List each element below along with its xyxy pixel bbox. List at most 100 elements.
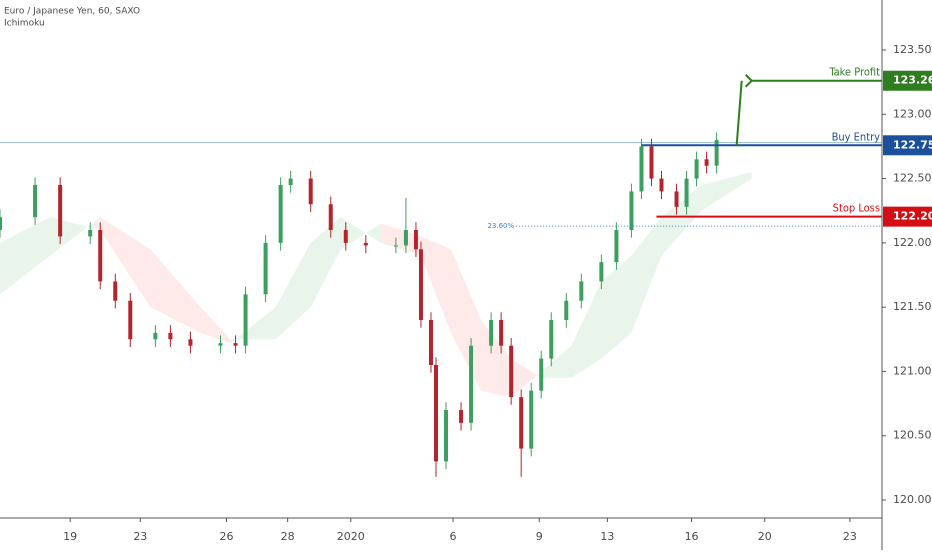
candle-body: [564, 300, 569, 321]
fib-label: 23.60%: [487, 222, 514, 230]
candle-body: [433, 365, 438, 462]
x-tick-label: 19: [63, 530, 77, 543]
candle-body: [113, 281, 118, 301]
price-tag: [883, 206, 932, 227]
price-tag: [883, 135, 932, 156]
candle-body: [428, 320, 433, 366]
candle-body: [509, 345, 514, 398]
candle-body: [188, 339, 193, 346]
x-tick-label: 16: [685, 530, 699, 543]
candle-body: [539, 358, 544, 391]
price-tag-label: 122.759: [893, 138, 932, 151]
arrow: [735, 80, 743, 146]
x-tick-label: 9: [536, 530, 543, 543]
x-tick-label: 26: [220, 530, 234, 543]
candle-body: [218, 343, 223, 346]
candle-body: [128, 300, 133, 340]
candle-body: [674, 191, 679, 207]
ichimoku-cloud: [451, 249, 482, 391]
candle-body: [308, 178, 313, 205]
ichimoku-cloud: [661, 185, 702, 256]
candle-body: [328, 204, 333, 231]
candle-body: [393, 245, 398, 247]
candle-body: [659, 178, 664, 192]
y-tick-label: 122.000: [893, 236, 932, 249]
ichimoku-cloud: [275, 242, 311, 340]
price-tag-label: 123.261: [893, 74, 932, 87]
y-tick-label: 121.000: [893, 364, 932, 377]
candle-body: [233, 343, 238, 346]
level-name: Take Profit: [828, 66, 880, 79]
candle-body: [263, 242, 268, 295]
candle-body: [579, 281, 584, 301]
arrow-head: [744, 74, 754, 88]
level-name: Buy Entry: [832, 130, 881, 143]
ichimoku-cloud: [481, 320, 512, 398]
y-tick-label: 122.500: [893, 172, 932, 185]
price-axis: [882, 0, 932, 550]
candle-body: [98, 230, 103, 282]
y-tick-label: 123.500: [893, 43, 932, 56]
chart-title: Euro / Japanese Yen, 60, SAXO: [4, 7, 140, 17]
candle-body: [489, 320, 494, 346]
candle-body: [469, 345, 474, 423]
candle-body: [363, 242, 368, 246]
candle-body: [444, 410, 449, 462]
candle-body: [403, 230, 408, 246]
ichimoku-cloud: [340, 217, 381, 250]
candle-body: [499, 320, 504, 346]
price-tag-label: 122.204: [893, 210, 932, 223]
y-tick-label: 120.500: [893, 429, 932, 442]
candle-body: [704, 159, 709, 166]
candle-body: [614, 230, 619, 263]
candle-body: [529, 390, 534, 449]
y-tick-label: 123.000: [893, 107, 932, 120]
candle-body: [459, 410, 464, 423]
candle-body: [599, 262, 604, 282]
ichimoku-cloud: [631, 217, 662, 333]
ichimoku-cloud: [420, 236, 452, 333]
candle-body: [33, 185, 38, 218]
x-tick-label: 6: [450, 530, 457, 543]
ichimoku-cloud: [541, 345, 572, 378]
ichimoku-cloud: [200, 307, 231, 344]
candle-body: [88, 230, 93, 237]
candle-body: [714, 140, 719, 166]
candle-body: [639, 146, 644, 192]
chart-subtitle: Ichimoku: [4, 19, 45, 29]
candle-body: [649, 146, 654, 179]
ichimoku-cloud: [150, 249, 201, 333]
candle-body: [343, 230, 348, 243]
ichimoku-cloud: [380, 223, 421, 256]
x-tick-label: 23: [133, 530, 147, 543]
ichimoku-cloud: [50, 217, 101, 256]
candle-body: [168, 332, 173, 340]
candle-body: [278, 185, 283, 243]
candle-body: [0, 217, 2, 231]
candle-body: [288, 178, 293, 186]
candle-body: [58, 185, 63, 237]
y-tick-label: 120.000: [893, 493, 932, 506]
x-tick-label: 28: [281, 530, 295, 543]
candle-body: [684, 178, 689, 207]
ichimoku-cloud: [701, 172, 752, 211]
ichimoku-cloud: [0, 217, 51, 295]
x-tick-label: 20: [758, 530, 772, 543]
ichimoku-cloud: [601, 255, 632, 359]
price-tag: [883, 70, 932, 91]
candle-body: [629, 191, 634, 231]
x-tick-label: 23: [843, 530, 857, 543]
ichimoku-cloud: [230, 307, 276, 344]
ichimoku-cloud: [511, 358, 542, 398]
candle-body: [413, 230, 418, 250]
x-tick-label: 2020: [337, 530, 365, 543]
candle-body: [243, 294, 248, 346]
x-tick-label: 13: [600, 530, 614, 543]
ichimoku-cloud: [571, 281, 602, 378]
candle-body: [418, 249, 423, 321]
y-tick-label: 121.500: [893, 300, 932, 313]
candle-body: [694, 159, 699, 179]
level-name: Stop Loss: [833, 202, 880, 215]
candle-body: [519, 397, 524, 449]
